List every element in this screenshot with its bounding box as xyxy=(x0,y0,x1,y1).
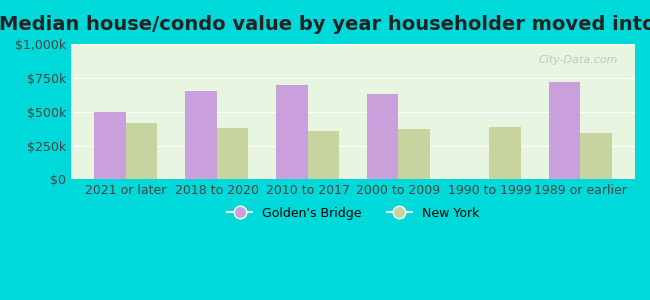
Bar xyxy=(94,112,125,179)
Bar xyxy=(489,127,521,179)
Legend: Golden's Bridge, New York: Golden's Bridge, New York xyxy=(222,202,484,225)
Bar xyxy=(216,128,248,179)
Bar xyxy=(580,134,612,179)
Bar xyxy=(307,131,339,179)
Text: City-Data.com: City-Data.com xyxy=(539,55,618,65)
Bar xyxy=(125,122,157,179)
Bar xyxy=(398,129,430,179)
Bar xyxy=(367,94,398,179)
Bar xyxy=(549,82,580,179)
Bar xyxy=(185,91,216,179)
Bar xyxy=(276,85,307,179)
Title: Median house/condo value by year householder moved into unit: Median house/condo value by year househo… xyxy=(0,15,650,34)
